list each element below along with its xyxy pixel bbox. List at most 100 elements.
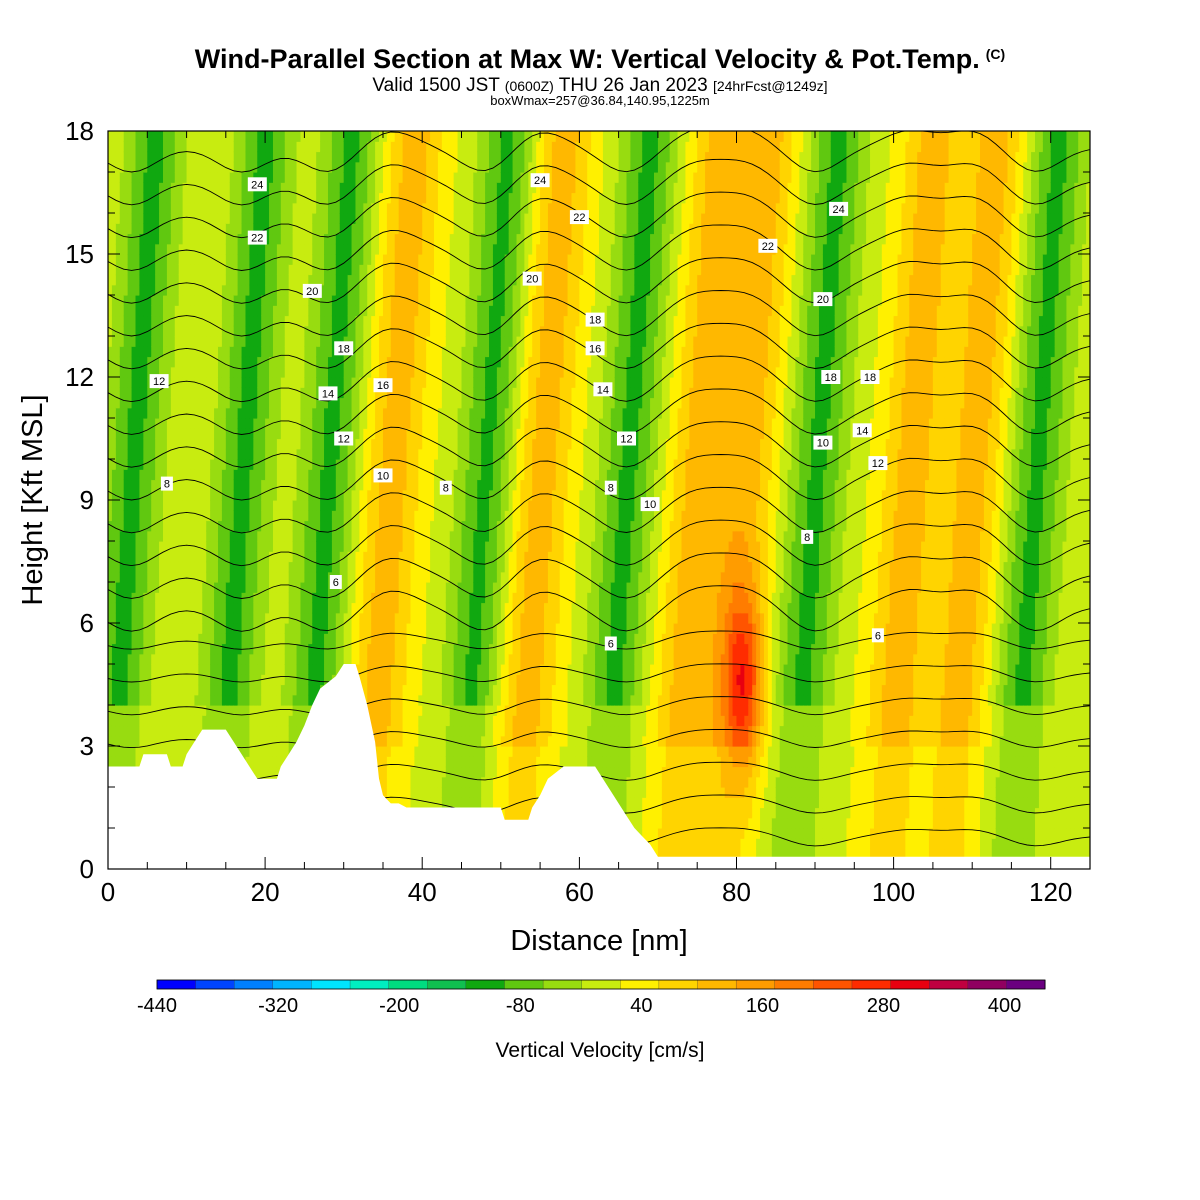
- velocity-cell: [233, 694, 239, 706]
- velocity-cell: [335, 223, 341, 235]
- velocity-cell: [261, 551, 266, 563]
- velocity-cell: [214, 202, 219, 214]
- velocity-cell: [162, 633, 168, 645]
- velocity-cell: [108, 418, 113, 429]
- velocity-cell: [355, 243, 360, 255]
- velocity-cell: [194, 141, 199, 153]
- velocity-cell: [139, 284, 144, 296]
- velocity-cell: [292, 479, 298, 491]
- velocity-cell: [257, 305, 262, 317]
- velocity-cell: [210, 551, 215, 563]
- velocity-cell: [202, 469, 207, 481]
- velocity-cell: [316, 448, 321, 460]
- velocity-cell: [206, 213, 211, 224]
- velocity-cell: [210, 141, 215, 153]
- velocity-cell: [253, 694, 258, 706]
- velocity-cell: [119, 602, 125, 614]
- velocity-cell: [320, 223, 325, 235]
- velocity-cell: [249, 295, 254, 306]
- velocity-cell: [131, 325, 137, 337]
- velocity-cell: [233, 735, 239, 747]
- velocity-cell: [257, 366, 262, 378]
- velocity-cell: [210, 356, 215, 368]
- velocity-cell: [355, 233, 360, 245]
- velocity-cell: [363, 213, 368, 224]
- velocity-cell: [174, 438, 180, 450]
- velocity-cell: [339, 161, 345, 173]
- velocity-cell: [178, 684, 184, 696]
- velocity-cell: [131, 305, 137, 317]
- velocity-cell: [108, 397, 113, 409]
- velocity-cell: [339, 418, 345, 429]
- velocity-cell: [343, 633, 349, 645]
- velocity-cell: [292, 356, 298, 368]
- velocity-cell: [253, 459, 258, 470]
- velocity-cell: [241, 418, 247, 429]
- velocity-cell: [245, 131, 251, 142]
- velocity-cell: [359, 633, 364, 645]
- velocity-cell: [355, 274, 360, 286]
- velocity-cell: [292, 243, 298, 255]
- velocity-cell: [265, 346, 270, 358]
- velocity-cell: [363, 592, 368, 604]
- velocity-cell: [229, 202, 235, 214]
- velocity-cell: [127, 284, 133, 296]
- velocity-cell: [237, 407, 243, 419]
- velocity-cell: [214, 192, 219, 204]
- velocity-cell: [202, 131, 207, 142]
- velocity-cell: [166, 561, 172, 573]
- velocity-cell: [206, 397, 211, 409]
- velocity-cell: [367, 284, 372, 296]
- velocity-cell: [312, 151, 317, 163]
- velocity-cell: [229, 233, 235, 245]
- velocity-cell: [276, 223, 282, 235]
- velocity-cell: [225, 643, 231, 655]
- velocity-cell: [300, 571, 305, 583]
- velocity-cell: [331, 243, 337, 255]
- velocity-cell: [355, 561, 360, 573]
- velocity-cell: [375, 274, 380, 286]
- velocity-cell: [202, 325, 207, 337]
- velocity-cell: [143, 151, 148, 163]
- velocity-cell: [210, 377, 215, 388]
- velocity-cell: [174, 571, 180, 583]
- velocity-cell: [269, 356, 274, 368]
- velocity-cell: [253, 223, 258, 235]
- velocity-cell: [296, 418, 302, 429]
- velocity-cell: [182, 151, 188, 163]
- velocity-cell: [131, 571, 137, 583]
- velocity-cell: [202, 500, 207, 511]
- velocity-cell: [143, 366, 148, 378]
- velocity-cell: [355, 172, 360, 183]
- velocity-cell: [351, 295, 357, 306]
- velocity-cell: [265, 766, 270, 778]
- velocity-cell: [304, 571, 309, 583]
- velocity-cell: [178, 664, 184, 675]
- velocity-cell: [265, 172, 270, 183]
- velocity-cell: [292, 469, 298, 481]
- velocity-cell: [316, 131, 321, 142]
- velocity-cell: [186, 469, 192, 481]
- velocity-cell: [139, 305, 144, 317]
- velocity-cell: [261, 151, 266, 163]
- velocity-cell: [210, 223, 215, 235]
- velocity-cell: [131, 448, 137, 460]
- velocity-cell: [170, 448, 176, 460]
- velocity-cell: [249, 377, 254, 388]
- velocity-cell: [296, 305, 302, 317]
- velocity-cell: [371, 438, 376, 450]
- velocity-cell: [272, 254, 278, 265]
- velocity-cell: [198, 684, 203, 696]
- velocity-cell: [276, 756, 282, 768]
- velocity-cell: [143, 561, 148, 573]
- velocity-cell: [245, 756, 251, 768]
- velocity-cell: [359, 551, 364, 563]
- velocity-cell: [155, 151, 160, 163]
- velocity-cell: [229, 500, 235, 511]
- velocity-cell: [280, 510, 286, 522]
- velocity-cell: [182, 510, 188, 522]
- velocity-cell: [119, 366, 125, 378]
- velocity-cell: [233, 131, 239, 142]
- velocity-cell: [202, 377, 207, 388]
- velocity-cell: [304, 684, 309, 696]
